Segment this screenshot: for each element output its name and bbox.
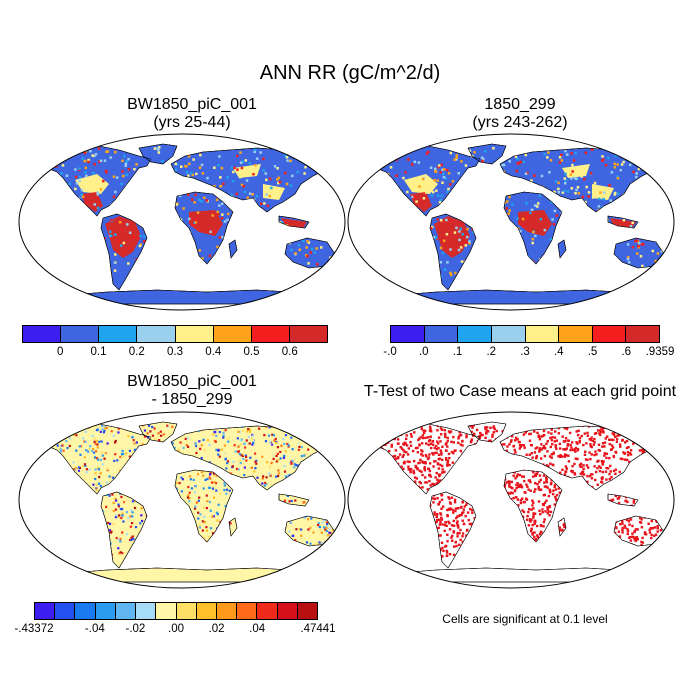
- colorbar-tick-label: .1: [452, 346, 463, 358]
- colorbar-case1-labels: 0 0.1 0.2 0.3 0.4 0.5 0.6: [22, 346, 328, 362]
- colorbar-swatch: [99, 326, 138, 342]
- panel-title-bottom-left-line2: - 1850_299: [151, 391, 233, 409]
- colorbar-swatch: [289, 326, 327, 342]
- map-border: [347, 133, 675, 311]
- panel-title-top-right-line1: 1850_299: [484, 96, 556, 113]
- colorbar-swatch: [95, 603, 116, 619]
- panel-title-top-left: BW1850_piC_001 (yrs 25-44): [37, 96, 347, 133]
- colorbar-difference: [34, 602, 318, 620]
- colorbar-tick-label: .0: [418, 346, 429, 358]
- continent-southamerica: [429, 491, 477, 569]
- colorbar-swatch: [137, 326, 176, 342]
- colorbar-swatch: [61, 326, 100, 342]
- colorbar-tick-label: -.04: [84, 623, 105, 635]
- continent-seasia: [278, 493, 310, 507]
- colorbar-tick-label: 0.6: [281, 346, 298, 358]
- colorbar-swatch: [156, 603, 177, 619]
- continent-northamerica: [38, 423, 152, 495]
- colorbar-swatch: [525, 326, 560, 342]
- colorbar-swatch: [136, 603, 157, 619]
- map-border: [347, 411, 675, 589]
- colorbar-swatch: [391, 326, 425, 342]
- panel-title-bottom-right: T-Test of two Case means at each grid po…: [363, 383, 677, 400]
- colorbar-tick-label: 0: [57, 346, 64, 358]
- colorbar-swatch: [237, 603, 258, 619]
- colorbar-swatch: [458, 326, 492, 342]
- panel-title-top-right: 1850_299 (yrs 243-262): [365, 96, 675, 133]
- map-border: [18, 411, 346, 589]
- colorbar-swatch: [176, 603, 197, 619]
- colorbar-swatch: [251, 326, 290, 342]
- panel-title-top-left-line1: BW1850_piC_001: [127, 96, 257, 113]
- colorbar-tick-label: .3: [520, 346, 530, 358]
- colorbar-case2: [390, 325, 660, 343]
- colorbar-tick-label: .2: [486, 346, 497, 358]
- colorbar-swatch: [115, 603, 137, 619]
- colorbar-swatch: [257, 603, 278, 619]
- colorbar-difference-labels: -.43372 -.04 -.02 .00 .02 .04 .47441: [14, 623, 335, 639]
- colorbar-tick-label: 0.5: [243, 346, 260, 358]
- colorbar-swatch: [75, 603, 96, 619]
- continent-southamerica: [100, 491, 148, 569]
- map-panel-case2: [347, 133, 675, 311]
- colorbar-tick-label: 0.3: [167, 346, 183, 358]
- colorbar-case1: [22, 325, 328, 343]
- colorbar-tick-label: .04: [249, 623, 266, 635]
- significance-note: Cells are significant at 0.1 level: [442, 612, 608, 626]
- colorbar-tick-label: .00: [168, 623, 184, 635]
- colorbar-swatch: [277, 603, 298, 619]
- colorbar-tick-label: -.02: [125, 623, 146, 635]
- colorbar-tick-label: .5: [587, 346, 598, 358]
- map-border: [18, 133, 346, 311]
- colorbar-tick-label: .6: [621, 346, 632, 358]
- colorbar-swatch: [559, 326, 593, 342]
- colorbar-swatch: [175, 326, 214, 342]
- colorbar-tick-label: -.0: [383, 346, 397, 358]
- colorbar-tick-label: -.43372: [14, 623, 54, 635]
- colorbar-swatch: [55, 603, 76, 619]
- panel-title-bottom-left-line1: BW1850_piC_001: [127, 373, 257, 390]
- colorbar-swatch: [424, 326, 459, 342]
- map-panel-difference: [18, 411, 346, 589]
- colorbar-swatch: [196, 603, 217, 619]
- colorbar-swatch: [491, 326, 526, 342]
- main-title: ANN RR (gC/m^2/d): [259, 62, 441, 84]
- continent-africa: [174, 469, 234, 543]
- colorbar-swatch: [297, 603, 318, 619]
- colorbar-swatch: [213, 326, 252, 342]
- colorbar-case2-labels: -.0 .0 .1 .2 .3 .4 .5 .6 .9359: [383, 346, 674, 362]
- colorbar-tick-label: 0.1: [90, 346, 107, 358]
- colorbar-tick-label: .47441: [300, 623, 336, 635]
- panel-title-bottom-left: BW1850_piC_001 - 1850_299: [37, 373, 347, 410]
- colorbar-swatch: [35, 603, 56, 619]
- panel-title-top-left-line2: (yrs 25-44): [153, 114, 231, 132]
- colorbar-tick-label: .9359: [645, 346, 675, 358]
- colorbar-tick-label: .02: [208, 623, 225, 635]
- colorbar-tick-label: .4: [553, 346, 564, 358]
- colorbar-swatch: [216, 603, 238, 619]
- panel-title-top-right-line2: (yrs 243-262): [472, 114, 568, 132]
- colorbar-tick-label: 0.2: [128, 346, 145, 358]
- map-panel-case1: [18, 133, 346, 311]
- colorbar-tick-label: 0.4: [205, 346, 222, 358]
- map-panel-ttest: [347, 411, 675, 589]
- colorbar-swatch: [626, 326, 659, 342]
- colorbar-swatch: [592, 326, 627, 342]
- colorbar-swatch: [23, 326, 62, 342]
